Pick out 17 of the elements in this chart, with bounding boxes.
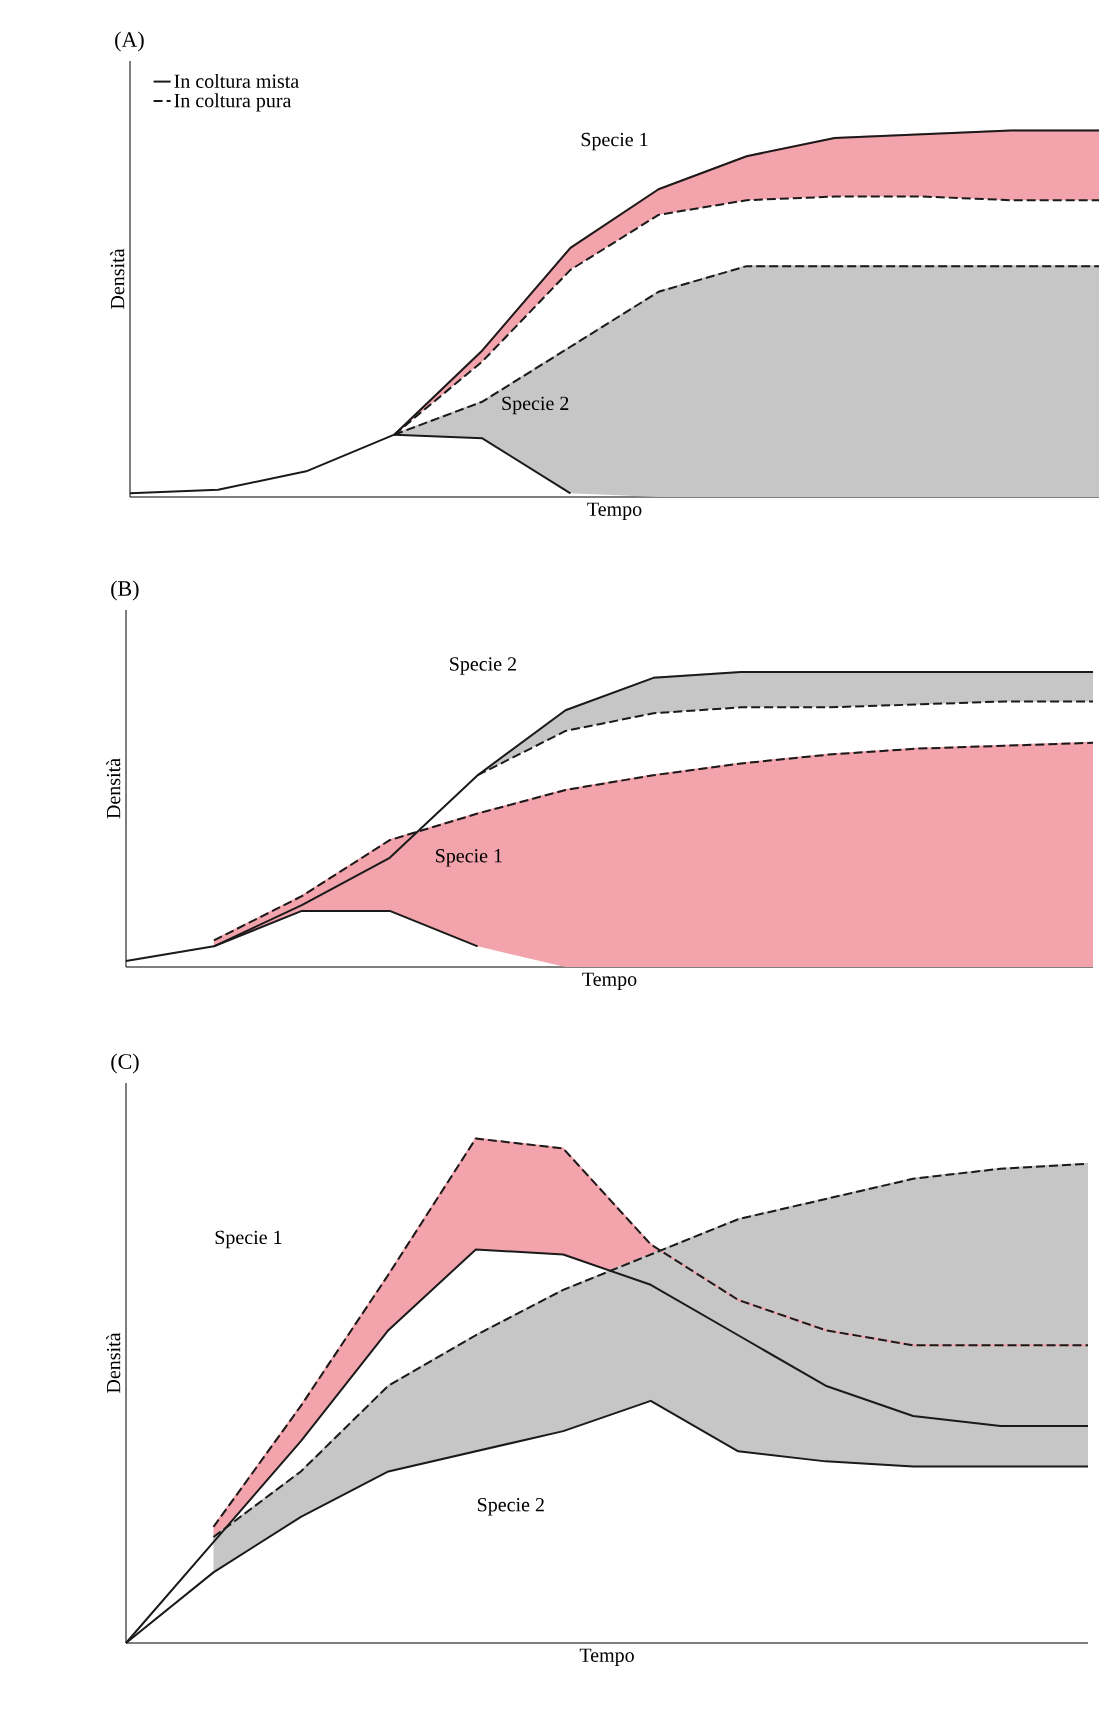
x-axis-title: Tempo xyxy=(582,972,637,990)
y-axis-title: Densità xyxy=(110,248,125,309)
annotation: Specie 2 xyxy=(450,657,516,675)
annotation: Specie 1 xyxy=(581,132,648,151)
annotation: Specie 2 xyxy=(477,1498,544,1516)
annotation: Specie 1 xyxy=(215,1230,282,1249)
chart-title: (A) xyxy=(115,31,144,52)
legend-label: In coltura pura xyxy=(174,93,292,112)
chart-title: (B) xyxy=(111,580,139,601)
x-axis-title: Tempo xyxy=(579,1648,634,1667)
y-axis-title: Densità xyxy=(106,1332,121,1393)
annotation: Specie 1 xyxy=(436,849,502,867)
annotation: Specie 2 xyxy=(502,396,569,415)
x-axis-title: Tempo xyxy=(587,502,642,520)
chart-title: (C) xyxy=(111,1053,139,1074)
y-axis-title: Densità xyxy=(106,758,121,819)
legend-label: In coltura mista xyxy=(174,73,299,88)
